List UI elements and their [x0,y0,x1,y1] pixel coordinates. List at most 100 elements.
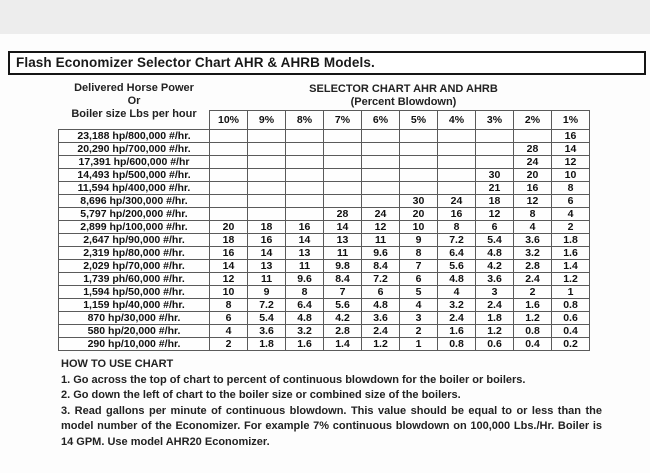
top-gray-band [0,0,650,34]
gpm-value-cell [247,129,286,143]
gpm-value-cell: 7.2 [437,233,476,247]
gpm-value-cell: 5 [399,285,438,299]
gpm-value-cell: 3 [475,285,514,299]
gpm-value-cell: 3.6 [513,233,552,247]
gpm-value-cell: 11 [361,233,400,247]
table-row: 8,696 hp/300,000 #/hr. 30 24 18 12 6 [58,194,590,208]
gpm-value-cell [437,181,476,195]
how-to-use-heading: HOW TO USE CHART [61,358,174,370]
selector-table-body: 23,188 hp/800,000 #/hr. 16 20,290 hp/700,0… [58,129,590,351]
table-row: 1,159 hp/40,000 #/hr. 8 7.2 6.4 5.6 4.8 4 3.2 2.… [58,298,590,312]
gpm-value-cell: 7.2 [247,298,286,312]
gpm-value-cell: 14 [285,233,324,247]
table-row: 23,188 hp/800,000 #/hr. 16 [58,129,590,143]
table-row: 580 hp/20,000 #/hr. 4 3.6 3.2 2.8 2.4 2 1.6 1.2 0… [58,324,590,338]
how-to-use-steps: 1. Go across the top of chart to percent… [61,373,602,451]
gpm-value-cell: 2.4 [437,311,476,325]
gpm-value-cell: 2.8 [323,324,362,338]
row-axis-header-line: Boiler size Lbs per hour [71,108,197,120]
gpm-value-cell: 18 [475,194,514,208]
gpm-value-cell: 9.6 [361,246,400,260]
gpm-value-cell: 13 [247,259,286,273]
gpm-value-cell: 3.6 [247,324,286,338]
table-row: 2,899 hp/100,000 #/hr. 20 18 16 14 12 10 8 6 4 2 [58,220,590,234]
boiler-size-label: 2,647 hp/90,000 #/hr. [58,233,210,247]
gpm-value-cell [209,168,248,182]
gpm-value-cell: 6 [475,220,514,234]
gpm-value-cell: 3 [399,311,438,325]
gpm-value-cell: 20 [399,207,438,221]
selector-chart-subtitle: (Percent Blowdown) [350,96,457,108]
gpm-value-cell: 14 [209,259,248,273]
gpm-value-cell [209,194,248,208]
gpm-value-cell [361,129,400,143]
gpm-value-cell [475,142,514,156]
gpm-value-cell: 14 [551,142,590,156]
gpm-value-cell: 13 [323,233,362,247]
gpm-value-cell: 4.8 [437,272,476,286]
gpm-value-cell: 14 [247,246,286,260]
gpm-value-cell [361,142,400,156]
gpm-value-cell [209,142,248,156]
gpm-value-cell: 4.2 [475,259,514,273]
boiler-size-label: 5,797 hp/200,000 #/hr. [58,207,210,221]
gpm-value-cell: 2 [513,285,552,299]
gpm-value-cell: 4.8 [285,311,324,325]
gpm-value-cell: 8 [285,285,324,299]
gpm-value-cell: 30 [399,194,438,208]
gpm-value-cell: 6 [209,311,248,325]
gpm-value-cell [285,155,324,169]
boiler-size-label: 1,159 hp/40,000 #/hr. [58,298,210,312]
gpm-value-cell [323,129,362,143]
gpm-value-cell: 12 [551,155,590,169]
gpm-value-cell: 4 [551,207,590,221]
gpm-value-cell: 20 [209,220,248,234]
boiler-size-label: 23,188 hp/800,000 #/hr. [58,129,210,143]
gpm-value-cell: 28 [323,207,362,221]
table-row: 2,647 hp/90,000 #/hr. 18 16 14 13 11 9 7.2 5.4 3.… [58,233,590,247]
gpm-value-cell [209,129,248,143]
percent-column-header: 7% [323,110,362,130]
gpm-value-cell: 12 [209,272,248,286]
gpm-value-cell [437,142,476,156]
boiler-size-label: 14,493 hp/500,000 #/hr. [58,168,210,182]
how-to-use-section: HOW TO USE CHART 1. Go across the top of… [61,357,602,450]
gpm-value-cell: 1.4 [323,337,362,351]
percent-column-header: 9% [247,110,286,130]
gpm-value-cell [285,168,324,182]
corner-cell [59,111,210,130]
gpm-value-cell [361,181,400,195]
table-row: 2,319 hp/80,000 #/hr. 16 14 13 11 9.6 8 6.4 4.8 3… [58,246,590,260]
gpm-value-cell: 1.6 [437,324,476,338]
gpm-value-cell: 4 [513,220,552,234]
gpm-value-cell [399,155,438,169]
gpm-value-cell: 3.6 [475,272,514,286]
gpm-value-cell: 16 [551,129,590,143]
percent-column-header: 2% [513,110,552,130]
gpm-value-cell: 4.8 [361,298,400,312]
gpm-value-cell: 12 [513,194,552,208]
gpm-value-cell: 9.8 [323,259,362,273]
gpm-value-cell: 10 [209,285,248,299]
gpm-value-cell: 10 [551,168,590,182]
gpm-value-cell: 2 [399,324,438,338]
gpm-value-cell [323,142,362,156]
boiler-size-label: 20,290 hp/700,000 #/hr. [58,142,210,156]
table-row: 20,290 hp/700,000 #/hr. 28 14 [58,142,590,156]
gpm-value-cell: 0.6 [475,337,514,351]
gpm-value-cell: 7.2 [361,272,400,286]
gpm-value-cell [399,181,438,195]
gpm-value-cell: 1.4 [551,259,590,273]
gpm-value-cell: 8 [513,207,552,221]
gpm-value-cell: 6 [399,272,438,286]
boiler-size-label: 2,029 hp/70,000 #/hr. [58,259,210,273]
gpm-value-cell [475,129,514,143]
gpm-value-cell: 0.8 [513,324,552,338]
gpm-value-cell: 1.6 [285,337,324,351]
percent-column-header: 4% [437,110,476,130]
gpm-value-cell: 2.4 [475,298,514,312]
gpm-value-cell: 0.4 [551,324,590,338]
gpm-value-cell [437,155,476,169]
gpm-value-cell: 8 [437,220,476,234]
